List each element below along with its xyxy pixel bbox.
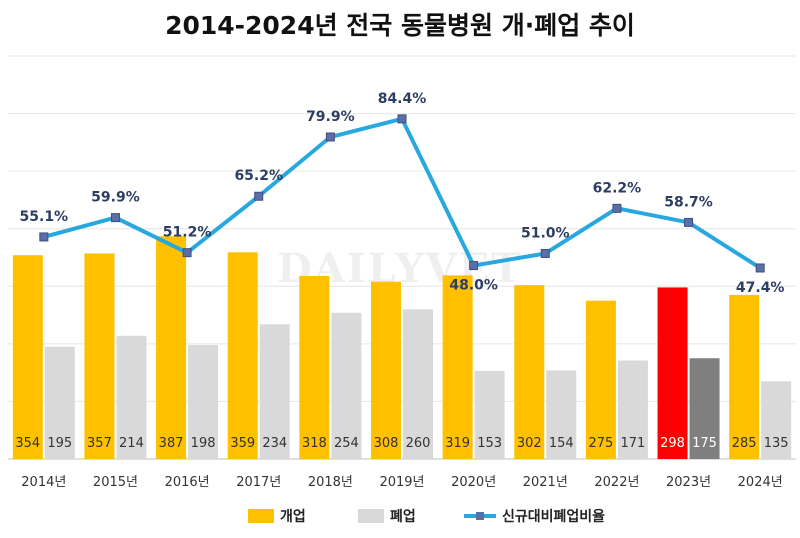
rate-label: 59.9% (91, 190, 140, 206)
bar-close (689, 358, 720, 459)
bar-close-value: 175 (692, 436, 717, 451)
bar-open-value: 302 (517, 436, 542, 451)
bar-close-value: 135 (764, 436, 789, 451)
rate-marker (540, 248, 550, 258)
rate-marker (110, 213, 120, 223)
bar-close (44, 346, 75, 459)
bar-open-value: 354 (15, 436, 40, 451)
x-tick-label: 2023년 (666, 475, 711, 490)
bar-close (546, 370, 577, 459)
bar-open-value: 275 (588, 436, 613, 451)
rate-marker (325, 132, 335, 142)
rate-marker (684, 217, 694, 227)
legend-swatch-close (358, 509, 384, 523)
bar-open (227, 252, 258, 459)
bar-close-value: 153 (477, 436, 502, 451)
rate-marker (254, 191, 264, 201)
bar-close (403, 309, 433, 459)
rate-marker (469, 261, 479, 271)
bar-open (12, 255, 43, 459)
bar-open-value: 357 (87, 436, 112, 451)
rate-label: 62.2% (593, 180, 642, 196)
rate-label: 84.4% (378, 91, 427, 107)
rate-label: 48.0% (449, 278, 498, 294)
bar-open-value: 308 (374, 436, 399, 451)
legend-label-rate: 신규대비폐업비율 (502, 508, 605, 525)
rate-label: 47.4% (736, 280, 785, 296)
x-tick-label: 2024년 (738, 475, 783, 490)
x-tick-label: 2014년 (21, 475, 66, 490)
rate-label: 58.7% (664, 194, 713, 210)
rate-marker (755, 263, 765, 273)
chart-title: 2014-2024년 전국 동물병원 개·폐업 추이 (165, 11, 635, 40)
bar-open-value: 285 (732, 436, 757, 451)
bar-open-value: 319 (445, 436, 470, 451)
bar-close-value: 254 (334, 436, 359, 451)
legend-swatch-open (248, 509, 274, 523)
legend-label-close: 폐업 (390, 509, 416, 525)
bar-open (514, 285, 545, 459)
rate-label: 51.0% (521, 225, 570, 241)
bar-open (156, 236, 187, 459)
bar-close (188, 345, 219, 459)
x-tick-label: 2018년 (308, 475, 353, 490)
bar-close (259, 324, 290, 459)
bar-close (617, 360, 648, 459)
bar-close-value: 234 (262, 436, 287, 451)
bar-close-value: 154 (549, 436, 574, 451)
bar-close-value: 171 (620, 436, 645, 451)
rate-marker (612, 203, 622, 213)
x-tick-label: 2022년 (594, 475, 639, 490)
rate-label: 51.2% (163, 225, 212, 241)
rate-label: 79.9% (306, 109, 355, 125)
bar-open-value: 387 (159, 436, 184, 451)
legend: 개업 폐업 신규대비폐업비율 (248, 508, 605, 525)
bar-open (299, 275, 330, 459)
x-tick-label: 2020년 (451, 475, 496, 490)
x-tick-label: 2015년 (93, 475, 138, 490)
rate-line-layer (39, 114, 765, 273)
legend-marker-rate (476, 512, 484, 520)
bar-close-value: 214 (119, 436, 144, 451)
bar-open (657, 287, 688, 459)
legend-label-open: 개업 (280, 509, 306, 525)
bar-close-value: 195 (47, 436, 72, 451)
x-tick-label: 2021년 (523, 475, 568, 490)
rate-label: 65.2% (234, 168, 283, 184)
x-tick-label: 2019년 (379, 475, 424, 490)
bar-close-value: 260 (406, 436, 431, 451)
bar-open-value: 318 (302, 436, 327, 451)
rate-marker (39, 232, 49, 242)
bar-open (442, 275, 473, 459)
bar-open (585, 300, 616, 459)
bar-open (84, 253, 115, 459)
bar-close-value: 198 (191, 436, 216, 451)
bar-open (729, 294, 760, 459)
x-tick-label: 2016년 (165, 475, 210, 490)
bar-close (331, 312, 362, 459)
rate-marker (182, 248, 192, 258)
rate-marker (397, 114, 407, 124)
bar-open-value: 298 (660, 436, 685, 451)
bar-close (474, 370, 505, 459)
x-tick-label: 2017년 (236, 475, 281, 490)
bar-close (116, 335, 147, 459)
bars (12, 236, 792, 459)
bar-open-value: 359 (230, 436, 255, 451)
bar-open (371, 281, 401, 459)
bar-close (761, 381, 792, 459)
rate-label: 55.1% (20, 209, 69, 225)
labels: 354 195 2014년 357 214 2015년 387 198 2016년 359 234 2… (15, 91, 788, 490)
